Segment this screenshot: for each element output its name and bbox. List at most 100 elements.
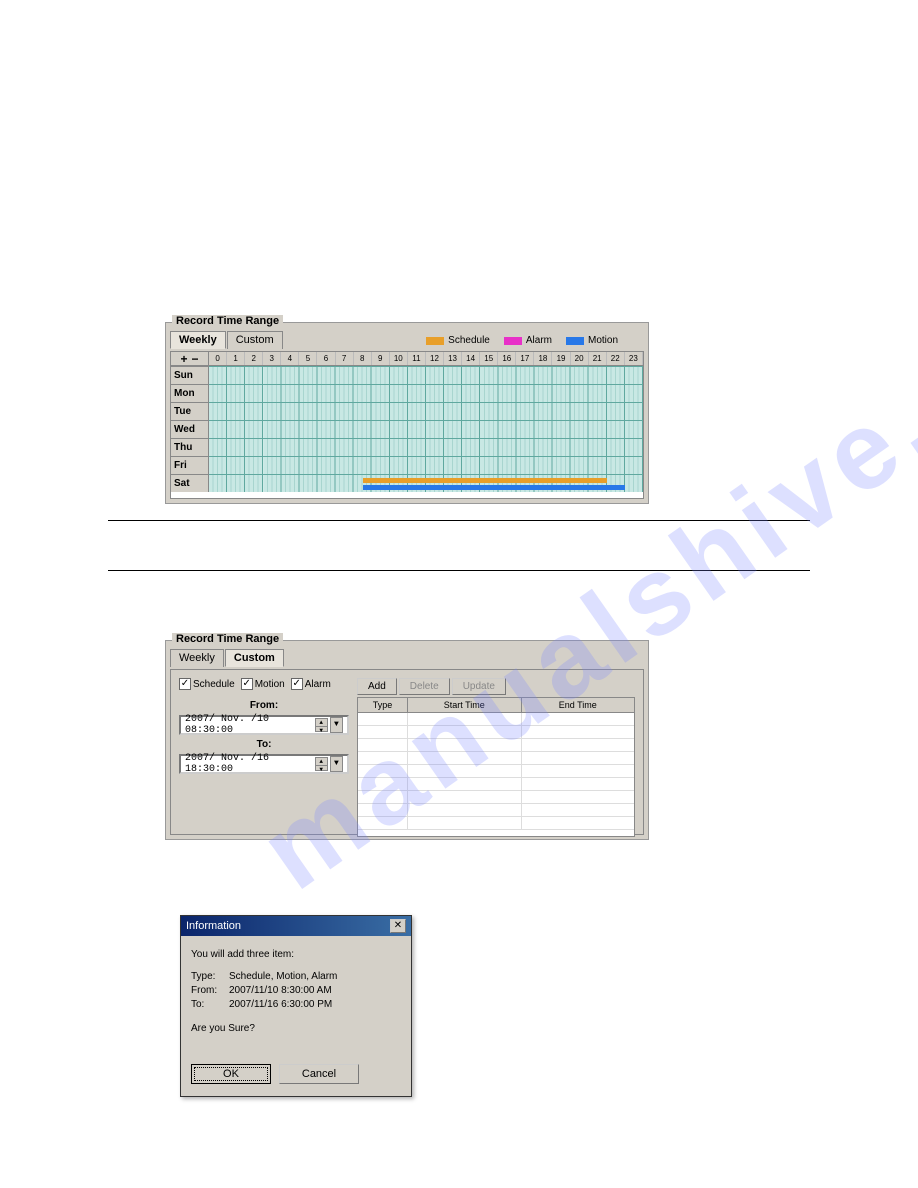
panel2-tabs: Weekly Custom: [170, 649, 285, 667]
spinner-icon[interactable]: ▲▼: [315, 718, 328, 732]
table-row[interactable]: [358, 817, 634, 830]
day-label: Sat: [171, 474, 209, 492]
legend-item: Motion: [566, 335, 618, 346]
field-value: 2007/11/16 6:30:00 PM: [229, 998, 332, 1012]
legend-label: Schedule: [448, 335, 490, 346]
table-row[interactable]: [358, 791, 634, 804]
day-cells[interactable]: [209, 474, 643, 492]
legend-swatch: [504, 337, 522, 345]
col-start: Start Time: [408, 698, 522, 712]
spinner-icon[interactable]: ▲▼: [315, 757, 328, 771]
dialog-title: Information: [186, 920, 241, 932]
entries-table[interactable]: Type Start Time End Time: [357, 697, 635, 837]
ok-button[interactable]: OK: [191, 1064, 271, 1084]
table-row[interactable]: [358, 778, 634, 791]
table-row[interactable]: [358, 739, 634, 752]
day-cells[interactable]: [209, 420, 643, 438]
legend-label: Alarm: [526, 335, 552, 346]
panel2-title: Record Time Range: [172, 633, 283, 645]
dialog-field: Type:Schedule, Motion, Alarm: [191, 970, 401, 984]
hour-cell: 2: [245, 352, 263, 365]
dropdown-icon[interactable]: ▼: [330, 756, 343, 772]
update-button: Update: [452, 678, 506, 695]
day-row[interactable]: Fri: [171, 456, 643, 474]
checkbox-schedule[interactable]: ✓Schedule: [179, 678, 235, 690]
day-row[interactable]: Wed: [171, 420, 643, 438]
hour-cell: 1: [227, 352, 245, 365]
day-cells[interactable]: [209, 366, 643, 384]
checkbox-icon[interactable]: ✓: [241, 678, 253, 690]
day-row[interactable]: Tue: [171, 402, 643, 420]
from-datetime-input[interactable]: 2007/ Nov. /10 08:30:00 ▲▼ ▼: [179, 715, 349, 735]
to-datetime-input[interactable]: 2007/ Nov. /16 18:30:00 ▲▼ ▼: [179, 754, 349, 774]
divider: [108, 570, 810, 571]
hour-cell: 20: [571, 352, 589, 365]
hour-cell: 6: [317, 352, 335, 365]
dialog-field: From:2007/11/10 8:30:00 AM: [191, 984, 401, 998]
checkbox-icon[interactable]: ✓: [179, 678, 191, 690]
day-label: Wed: [171, 420, 209, 438]
table-row[interactable]: [358, 765, 634, 778]
table-row[interactable]: [358, 726, 634, 739]
day-label: Mon: [171, 384, 209, 402]
legend-swatch: [566, 337, 584, 345]
day-row[interactable]: Sat: [171, 474, 643, 492]
close-icon[interactable]: ✕: [390, 919, 406, 933]
schedule-bar[interactable]: [363, 478, 607, 483]
schedule-bar[interactable]: [363, 485, 625, 490]
tab-weekly[interactable]: Weekly: [170, 331, 226, 349]
dialog-confirm: Are you Sure?: [191, 1022, 401, 1036]
hour-header: + − 012345678910111213141516171819202122…: [171, 352, 643, 366]
hour-cell: 4: [281, 352, 299, 365]
tab-custom[interactable]: Custom: [227, 331, 283, 349]
hour-cell: 9: [372, 352, 390, 365]
dialog-titlebar[interactable]: Information ✕: [181, 916, 411, 936]
day-cells[interactable]: [209, 402, 643, 420]
legend-item: Schedule: [426, 335, 490, 346]
delete-button: Delete: [399, 678, 450, 695]
field-key: Type:: [191, 970, 229, 984]
day-cells[interactable]: [209, 456, 643, 474]
tab-weekly-2[interactable]: Weekly: [170, 649, 224, 667]
hour-cell: 5: [299, 352, 317, 365]
checkbox-label: Alarm: [305, 679, 331, 690]
col-type: Type: [358, 698, 408, 712]
checkbox-motion[interactable]: ✓Motion: [241, 678, 285, 690]
custom-left: ✓Schedule✓Motion✓Alarm From: 2007/ Nov. …: [179, 678, 349, 826]
dropdown-icon[interactable]: ▼: [330, 717, 343, 733]
hour-cell: 11: [408, 352, 426, 365]
zoom-out-icon[interactable]: −: [192, 352, 199, 366]
checkbox-label: Motion: [255, 679, 285, 690]
day-label: Sun: [171, 366, 209, 384]
zoom-in-icon[interactable]: +: [180, 352, 187, 366]
checkbox-alarm[interactable]: ✓Alarm: [291, 678, 331, 690]
day-row[interactable]: Mon: [171, 384, 643, 402]
hour-cell: 12: [426, 352, 444, 365]
checkbox-icon[interactable]: ✓: [291, 678, 303, 690]
day-cells[interactable]: [209, 384, 643, 402]
day-cells[interactable]: [209, 438, 643, 456]
dialog-field: To:2007/11/16 6:30:00 PM: [191, 998, 401, 1012]
panel1-tabs: Weekly Custom: [170, 331, 284, 349]
hour-cell: 18: [534, 352, 552, 365]
day-row[interactable]: Thu: [171, 438, 643, 456]
legend-label: Motion: [588, 335, 618, 346]
table-row[interactable]: [358, 713, 634, 726]
add-button[interactable]: Add: [357, 678, 397, 695]
cancel-button[interactable]: Cancel: [279, 1064, 359, 1084]
table-row[interactable]: [358, 804, 634, 817]
hour-cell: 8: [354, 352, 372, 365]
hour-cell: 15: [480, 352, 498, 365]
day-row[interactable]: Sun: [171, 366, 643, 384]
legend-swatch: [426, 337, 444, 345]
day-label: Thu: [171, 438, 209, 456]
custom-content: ✓Schedule✓Motion✓Alarm From: 2007/ Nov. …: [170, 669, 644, 835]
table-row[interactable]: [358, 752, 634, 765]
tab-custom-2[interactable]: Custom: [225, 649, 284, 667]
custom-right: AddDeleteUpdate Type Start Time End Time: [357, 678, 635, 826]
schedule-grid[interactable]: + − 012345678910111213141516171819202122…: [170, 351, 644, 499]
hour-cell: 17: [516, 352, 534, 365]
panel1-title: Record Time Range: [172, 315, 283, 327]
hour-cell: 16: [498, 352, 516, 365]
table-header: Type Start Time End Time: [358, 698, 634, 713]
